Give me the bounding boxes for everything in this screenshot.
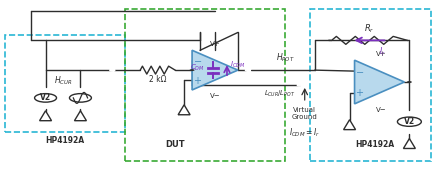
Text: $-$: $-$ xyxy=(354,66,363,76)
Polygon shape xyxy=(192,50,237,90)
Text: $H_{POT}$: $H_{POT}$ xyxy=(275,52,294,64)
Text: $L_{CUR}/L_{POT}$: $L_{CUR}/L_{POT}$ xyxy=(263,89,294,99)
Circle shape xyxy=(296,84,302,86)
Text: HP4192A: HP4192A xyxy=(354,140,393,149)
Text: DUT: DUT xyxy=(165,140,184,149)
Circle shape xyxy=(110,69,115,71)
Text: $-$: $-$ xyxy=(192,55,201,65)
Bar xyxy=(5,35,125,132)
Circle shape xyxy=(327,40,331,41)
Text: $I_{CDM}$: $I_{CDM}$ xyxy=(230,60,245,70)
Text: HP4192A: HP4192A xyxy=(45,135,84,144)
Text: $+$: $+$ xyxy=(192,74,201,86)
Text: V−: V− xyxy=(209,93,220,99)
Text: $+$: $+$ xyxy=(354,87,363,98)
Text: 2 kΩ: 2 kΩ xyxy=(148,75,166,84)
Text: $I_r$: $I_r$ xyxy=(378,45,385,58)
Text: V+: V+ xyxy=(375,51,386,57)
Text: V2: V2 xyxy=(403,117,414,126)
Text: $R_r$: $R_r$ xyxy=(363,23,374,35)
Text: $H_{CUR}$: $H_{CUR}$ xyxy=(54,74,72,87)
Circle shape xyxy=(189,69,194,71)
Text: $C_{DM}$: $C_{DM}$ xyxy=(190,63,204,73)
Bar xyxy=(309,9,431,161)
Text: $I_{CDM} = I_r$: $I_{CDM} = I_r$ xyxy=(289,126,319,139)
Text: Virtual
Ground: Virtual Ground xyxy=(291,107,317,120)
Text: V−: V− xyxy=(375,107,386,113)
Circle shape xyxy=(245,69,250,71)
Text: V2: V2 xyxy=(40,93,51,102)
Circle shape xyxy=(406,81,411,83)
Polygon shape xyxy=(354,60,404,104)
Bar xyxy=(125,9,284,161)
Text: V+: V+ xyxy=(209,41,220,47)
